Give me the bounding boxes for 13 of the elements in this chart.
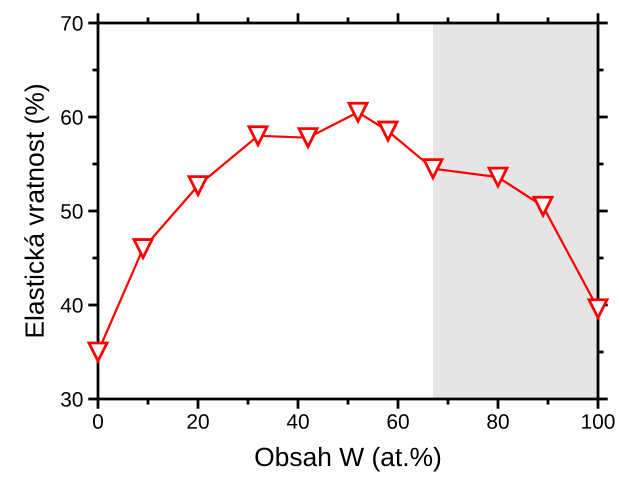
y-axis-title: Elastická vratnost (%) xyxy=(24,85,50,336)
y-tick-label: 70 xyxy=(61,16,83,31)
x-tick-label: 0 xyxy=(93,414,103,429)
x-tick-label: 40 xyxy=(286,414,309,429)
x-tick-label: 60 xyxy=(387,414,409,429)
y-tick-label: 30 xyxy=(61,392,83,407)
x-tick-label: 80 xyxy=(487,414,509,429)
x-tick-label: 20 xyxy=(187,414,209,429)
y-tick-label: 50 xyxy=(61,204,83,219)
y-tick-label: 60 xyxy=(61,110,83,125)
y-tick-label: 40 xyxy=(60,298,83,313)
x-axis-title: Obsah W (at.%) xyxy=(255,446,440,472)
x-tick-label: 100 xyxy=(582,414,615,429)
